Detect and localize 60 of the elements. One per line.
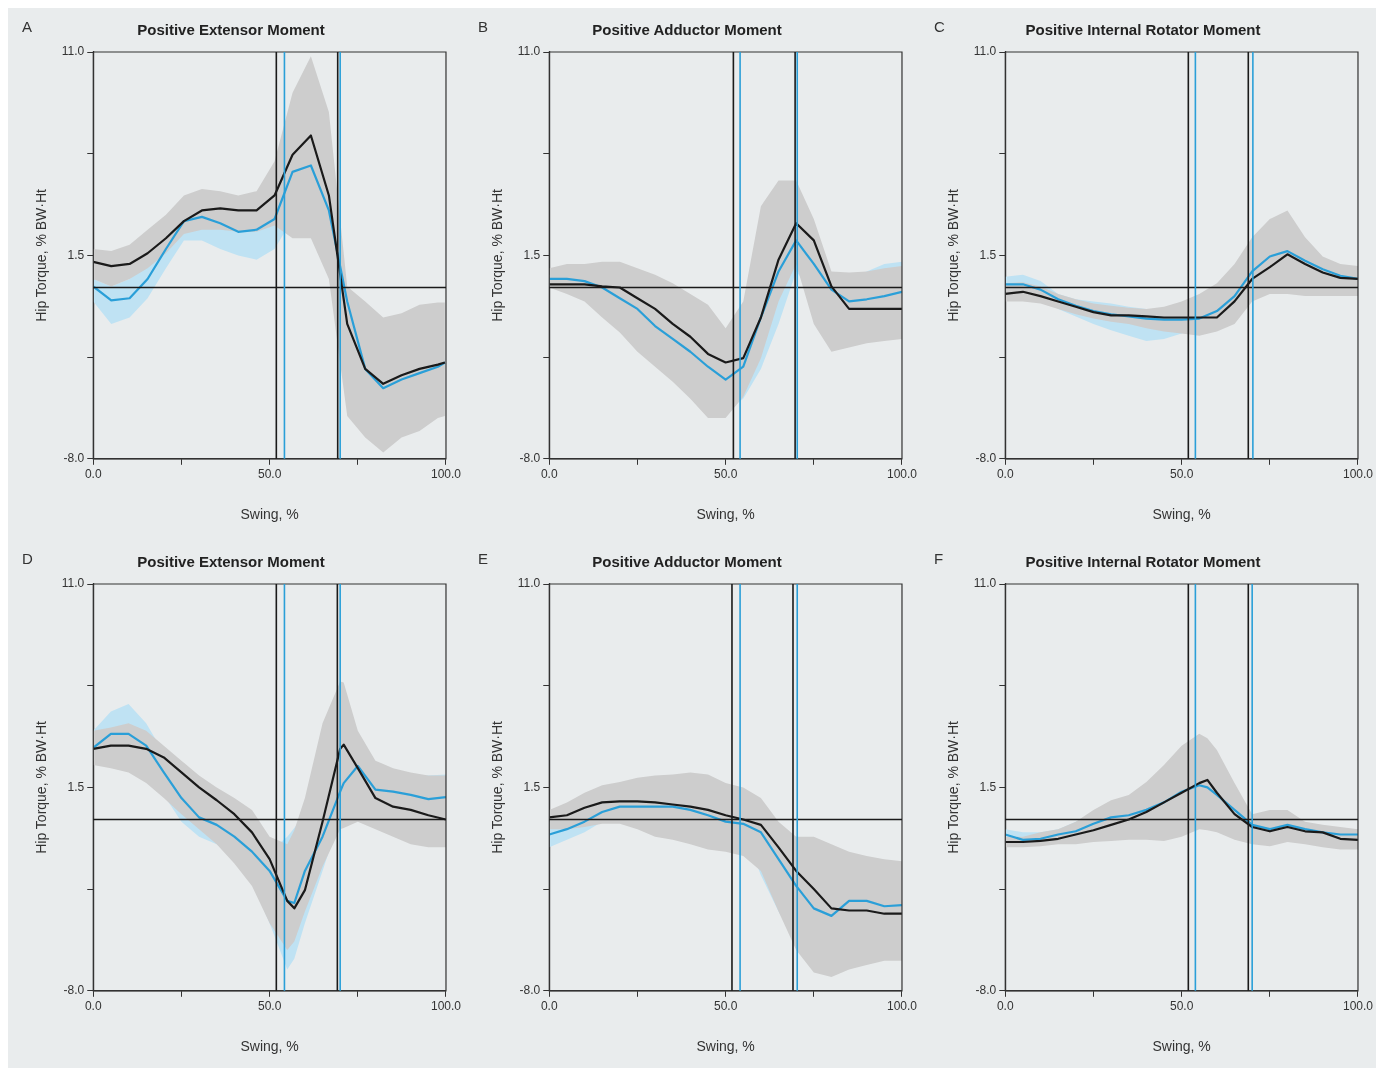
- y-tick-label: 11.0: [517, 44, 541, 59]
- y-axis-title: Hip Torque, % BW·Ht: [33, 720, 50, 854]
- y-tick-label: -8.0: [519, 451, 541, 466]
- text: E: [478, 549, 489, 567]
- chart-title: Positive Internal Rotator Moment: [1025, 553, 1261, 571]
- x-tick-label: 100.0: [430, 999, 462, 1014]
- y-tick-label: 1.5: [979, 247, 997, 262]
- y-tick-label: 1.5: [523, 247, 541, 262]
- y-tick-label: 11.0: [517, 576, 541, 591]
- x-tick-label: 100.0: [430, 467, 462, 482]
- chart-title: Positive Internal Rotator Moment: [1025, 21, 1261, 39]
- y-tick-label: 1.5: [67, 779, 85, 794]
- text: D: [22, 549, 33, 567]
- x-axis-title: Swing, %: [1152, 506, 1211, 523]
- chart-title: Positive Adductor Moment: [592, 553, 782, 571]
- text: A: [22, 17, 33, 35]
- x-axis-title: Swing, %: [1152, 1038, 1211, 1055]
- y-axis-title: Hip Torque, % BW·Ht: [945, 188, 962, 322]
- y-tick-label: 11.0: [973, 44, 997, 59]
- y-tick-label: 1.5: [979, 779, 997, 794]
- x-tick-label: 100.0: [1342, 999, 1374, 1014]
- x-tick-label: 0.0: [540, 467, 558, 482]
- y-axis-title: Hip Torque, % BW·Ht: [489, 720, 506, 854]
- text: F: [934, 549, 944, 567]
- x-tick-label: 50.0: [713, 999, 738, 1014]
- y-axis-title: Hip Torque, % BW·Ht: [33, 188, 50, 322]
- x-axis-title: Swing, %: [240, 506, 299, 523]
- y-tick-label: -8.0: [975, 983, 997, 998]
- y-tick-label: -8.0: [519, 983, 541, 998]
- x-tick-label: 100.0: [886, 467, 918, 482]
- x-tick-label: 0.0: [84, 467, 102, 482]
- y-tick-label: 1.5: [67, 247, 85, 262]
- x-tick-label: 0.0: [540, 999, 558, 1014]
- chart-title: Positive Extensor Moment: [137, 553, 325, 571]
- y-tick-label: 1.5: [523, 779, 541, 794]
- x-tick-label: 50.0: [1169, 467, 1194, 482]
- x-tick-label: 50.0: [257, 467, 282, 482]
- x-tick-label: 50.0: [257, 999, 282, 1014]
- x-axis-title: Swing, %: [240, 1038, 299, 1055]
- y-tick-label: -8.0: [975, 451, 997, 466]
- y-tick-label: -8.0: [63, 451, 85, 466]
- y-axis-title: Hip Torque, % BW·Ht: [945, 720, 962, 854]
- chart-title: Positive Adductor Moment: [592, 21, 782, 39]
- y-tick-label: 11.0: [61, 576, 85, 591]
- x-tick-label: 50.0: [1169, 999, 1194, 1014]
- y-tick-label: 11.0: [61, 44, 85, 59]
- y-tick-label: -8.0: [63, 983, 85, 998]
- x-tick-label: 100.0: [1342, 467, 1374, 482]
- x-axis-title: Swing, %: [696, 1038, 755, 1055]
- text: B: [478, 17, 489, 35]
- y-tick-label: 11.0: [973, 576, 997, 591]
- x-tick-label: 0.0: [84, 999, 102, 1014]
- x-tick-label: 100.0: [886, 999, 918, 1014]
- text: C: [934, 17, 945, 35]
- chart-title: Positive Extensor Moment: [137, 21, 325, 39]
- x-tick-label: 0.0: [996, 999, 1014, 1014]
- x-tick-label: 50.0: [713, 467, 738, 482]
- x-axis-title: Swing, %: [696, 506, 755, 523]
- y-axis-title: Hip Torque, % BW·Ht: [489, 188, 506, 322]
- x-tick-label: 0.0: [996, 467, 1014, 482]
